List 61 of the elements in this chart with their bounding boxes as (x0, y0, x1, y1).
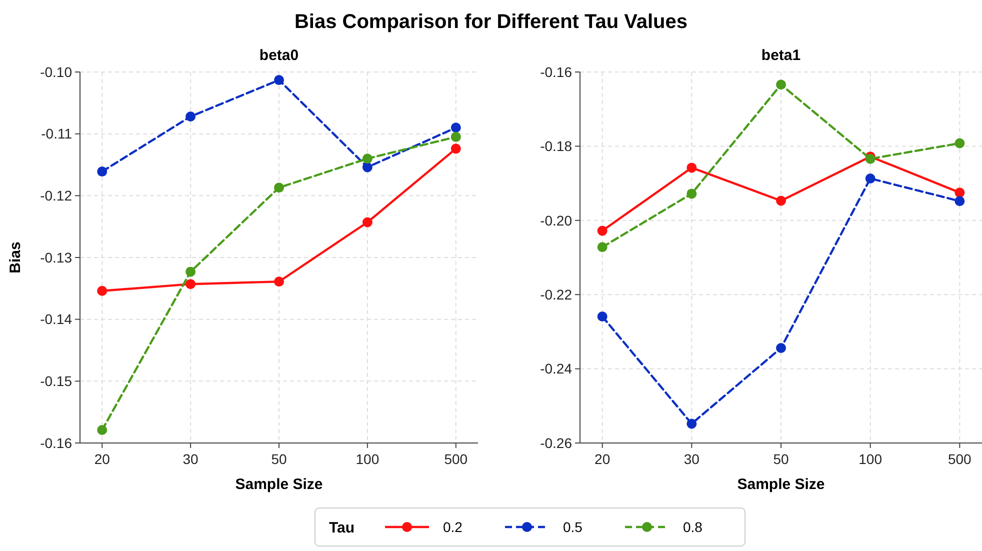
x-tick-label: 20 (594, 451, 610, 467)
point (776, 343, 786, 354)
x-tick-label: 20 (94, 451, 110, 467)
point (776, 80, 786, 90)
chart-title: beta0 (259, 47, 299, 64)
point (597, 242, 608, 252)
x-tick-label: 100 (858, 451, 882, 467)
x-tick-label: 500 (948, 451, 972, 467)
point (686, 162, 697, 173)
point (274, 182, 284, 193)
y-tick-label: -0.10 (40, 64, 72, 80)
point (450, 144, 461, 154)
text: Bias Comparison for Different Tau Values (294, 11, 688, 33)
point (274, 276, 284, 287)
x-tick-label: 30 (684, 451, 700, 467)
legend-title: Tau (329, 519, 355, 536)
point (186, 266, 196, 277)
point (686, 188, 697, 199)
point (450, 132, 461, 142)
point (954, 138, 965, 148)
chart-title: beta1 (761, 47, 801, 64)
point (686, 418, 697, 429)
point (97, 166, 108, 177)
y-tick-label: -0.13 (40, 249, 72, 266)
y-tick-label: -0.11 (41, 126, 72, 142)
y-tick-label: -0.14 (40, 311, 72, 328)
point (597, 311, 608, 322)
y-tick-label: -0.16 (40, 434, 72, 451)
x-tick-label: 50 (773, 451, 789, 467)
x-axis-title: Sample Size (737, 476, 825, 493)
y-axis-title: Bias (7, 242, 24, 274)
point (865, 173, 876, 184)
y-tick-label: -0.20 (540, 212, 572, 228)
point (274, 75, 284, 86)
legend-label: 0.2 (443, 518, 463, 535)
point (362, 217, 372, 228)
point (186, 279, 196, 290)
y-tick-label: -0.12 (40, 188, 72, 204)
point (954, 188, 965, 198)
x-axis-title: Sample Size (235, 476, 323, 493)
point (450, 122, 461, 133)
point (362, 162, 372, 172)
x-tick-label: 500 (444, 451, 468, 467)
point (186, 112, 196, 122)
y-tick-label: -0.16 (540, 64, 572, 80)
point (97, 425, 108, 436)
y-tick-label: -0.22 (540, 286, 572, 302)
legend-label: 0.5 (563, 518, 583, 535)
x-tick-label: 50 (271, 451, 287, 467)
x-tick-label: 30 (182, 451, 199, 467)
point (597, 226, 608, 236)
legend-label: 0.8 (683, 518, 703, 535)
y-tick-label: -0.15 (40, 373, 72, 390)
x-tick-label: 100 (356, 451, 380, 467)
point (776, 196, 786, 206)
y-tick-label: -0.18 (540, 138, 572, 154)
point (97, 286, 108, 296)
point (362, 154, 372, 164)
point (954, 196, 965, 206)
y-tick-label: -0.26 (540, 434, 572, 451)
y-tick-label: -0.24 (540, 360, 572, 377)
